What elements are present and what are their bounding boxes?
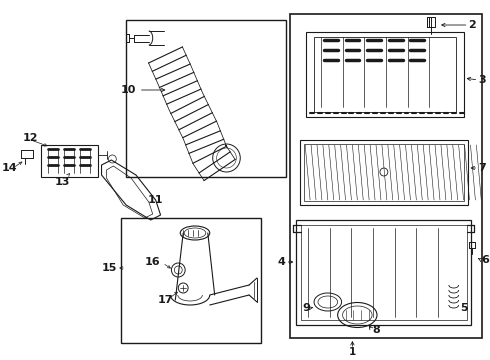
Text: 12: 12 [23, 133, 38, 143]
Text: 8: 8 [372, 325, 380, 335]
Text: 14: 14 [1, 163, 17, 173]
Text: 2: 2 [468, 20, 476, 30]
Bar [121, 218, 261, 343]
Bar [306, 32, 464, 117]
Bar [126, 20, 286, 177]
Text: 10: 10 [121, 85, 165, 95]
Text: 1: 1 [349, 347, 356, 357]
Bar [304, 144, 464, 201]
Text: 17: 17 [158, 295, 173, 305]
Text: 3: 3 [478, 75, 486, 85]
Text: 9: 9 [302, 303, 310, 313]
Bar [291, 14, 482, 338]
Bar [314, 37, 456, 112]
Bar [296, 220, 471, 325]
Text: 16: 16 [145, 257, 161, 267]
Text: 6: 6 [481, 255, 489, 265]
Text: 7: 7 [478, 163, 486, 173]
Text: 13: 13 [54, 174, 70, 187]
Text: 15: 15 [102, 263, 117, 273]
Text: 4: 4 [278, 257, 286, 267]
Bar [41, 145, 98, 177]
Bar [300, 140, 467, 205]
Text: 5: 5 [460, 303, 467, 313]
Text: 11: 11 [148, 195, 163, 205]
Bar [301, 225, 466, 320]
